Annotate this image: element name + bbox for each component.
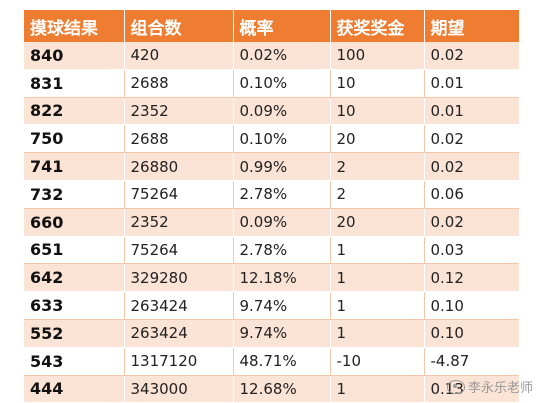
header-combinations: 组合数	[124, 10, 234, 42]
cell-prize: 2	[330, 180, 425, 209]
cell-prize: 1	[330, 236, 425, 265]
table-row: 732 75264 2.78% 2 0.06	[24, 180, 519, 209]
cell-result: 543	[24, 347, 125, 376]
table-row: 750 2688 0.10% 20 0.02	[24, 124, 519, 154]
table-row: 840 420 0.02% 100 0.02	[24, 42, 519, 70]
cell-combinations: 2352	[124, 97, 234, 126]
watermark-text: 李永乐老师	[467, 381, 533, 396]
cell-result: 750	[24, 124, 125, 154]
cell-prize: -10	[330, 347, 425, 376]
cell-prize: 10	[330, 97, 425, 126]
cell-expectation: 0.02	[424, 124, 519, 154]
cell-prize: 100	[330, 42, 425, 70]
cell-expectation: 0.10	[424, 319, 519, 348]
cell-probability: 12.68%	[233, 375, 331, 403]
table-container: 摸球结果 组合数 概率 获奖奖金 期望 840 420 0.02% 100 0.02 83…	[24, 10, 519, 403]
cell-result: 552	[24, 319, 125, 348]
cell-probability: 9.74%	[233, 291, 331, 320]
cell-result: 840	[24, 42, 125, 70]
cell-combinations: 75264	[124, 180, 234, 209]
cell-probability: 0.02%	[233, 42, 331, 70]
cell-expectation: 0.02	[424, 152, 519, 181]
cell-combinations: 263424	[124, 291, 234, 320]
cell-probability: 48.71%	[233, 347, 331, 376]
table-row: 543 1317120 48.71% -10 -4.87	[24, 347, 519, 376]
cell-combinations: 1317120	[124, 347, 234, 376]
table-row: 552 263424 9.74% 1 0.10	[24, 319, 519, 348]
cell-probability: 0.10%	[233, 69, 331, 98]
cell-combinations: 75264	[124, 236, 234, 265]
cell-prize: 1	[330, 291, 425, 320]
cell-result: 660	[24, 208, 125, 237]
cell-combinations: 2688	[124, 124, 234, 154]
cell-result: 741	[24, 152, 125, 181]
cell-expectation: 0.03	[424, 236, 519, 265]
cell-combinations: 2688	[124, 69, 234, 98]
cell-expectation: 0.12	[424, 263, 519, 293]
table-row: 642 329280 12.18% 1 0.12	[24, 263, 519, 293]
cell-probability: 0.09%	[233, 97, 331, 126]
cell-prize: 20	[330, 124, 425, 154]
cell-result: 651	[24, 236, 125, 265]
cell-expectation: -4.87	[424, 347, 519, 376]
cell-prize: 1	[330, 319, 425, 348]
weibo-icon	[446, 379, 465, 394]
cell-expectation: 0.10	[424, 291, 519, 320]
expected-value-table: 摸球结果 组合数 概率 获奖奖金 期望 840 420 0.02% 100 0.02 83…	[24, 10, 519, 403]
cell-probability: 0.99%	[233, 152, 331, 181]
cell-combinations: 263424	[124, 319, 234, 348]
table-body: 840 420 0.02% 100 0.02 831 2688 0.10% 10 0.01 822 2…	[24, 42, 519, 403]
cell-prize: 1	[330, 263, 425, 293]
header-result: 摸球结果	[24, 10, 125, 42]
cell-combinations: 420	[124, 42, 234, 70]
cell-prize: 2	[330, 152, 425, 181]
header-probability: 概率	[233, 10, 331, 42]
table-row: 831 2688 0.10% 10 0.01	[24, 69, 519, 98]
cell-probability: 12.18%	[233, 263, 331, 293]
cell-probability: 0.09%	[233, 208, 331, 237]
cell-expectation: 0.01	[424, 97, 519, 126]
cell-expectation: 0.06	[424, 180, 519, 209]
cell-prize: 20	[330, 208, 425, 237]
cell-combinations: 2352	[124, 208, 234, 237]
cell-probability: 9.74%	[233, 319, 331, 348]
cell-prize: 1	[330, 375, 425, 403]
table-row: 633 263424 9.74% 1 0.10	[24, 291, 519, 320]
cell-result: 732	[24, 180, 125, 209]
header-expectation: 期望	[424, 10, 519, 42]
cell-result: 444	[24, 375, 125, 403]
cell-result: 831	[24, 69, 125, 98]
cell-expectation: 0.02	[424, 208, 519, 237]
cell-combinations: 329280	[124, 263, 234, 293]
header-row: 摸球结果 组合数 概率 获奖奖金 期望	[24, 10, 519, 42]
table-row: 822 2352 0.09% 10 0.01	[24, 97, 519, 126]
cell-probability: 0.10%	[233, 124, 331, 154]
header-prize: 获奖奖金	[330, 10, 425, 42]
cell-result: 633	[24, 291, 125, 320]
table-row: 651 75264 2.78% 1 0.03	[24, 236, 519, 265]
table-row: 660 2352 0.09% 20 0.02	[24, 208, 519, 237]
cell-result: 822	[24, 97, 125, 126]
cell-expectation: 0.13	[424, 375, 519, 403]
cell-combinations: 26880	[124, 152, 234, 181]
cell-probability: 2.78%	[233, 236, 331, 265]
watermark: 李永乐老师	[446, 377, 533, 396]
table-row: 741 26880 0.99% 2 0.02	[24, 152, 519, 181]
cell-prize: 10	[330, 69, 425, 98]
cell-expectation: 0.01	[424, 69, 519, 98]
cell-probability: 2.78%	[233, 180, 331, 209]
table-row: 444 343000 12.68% 1 0.13	[24, 375, 519, 403]
cell-combinations: 343000	[124, 375, 234, 403]
cell-expectation: 0.02	[424, 42, 519, 70]
cell-result: 642	[24, 263, 125, 293]
